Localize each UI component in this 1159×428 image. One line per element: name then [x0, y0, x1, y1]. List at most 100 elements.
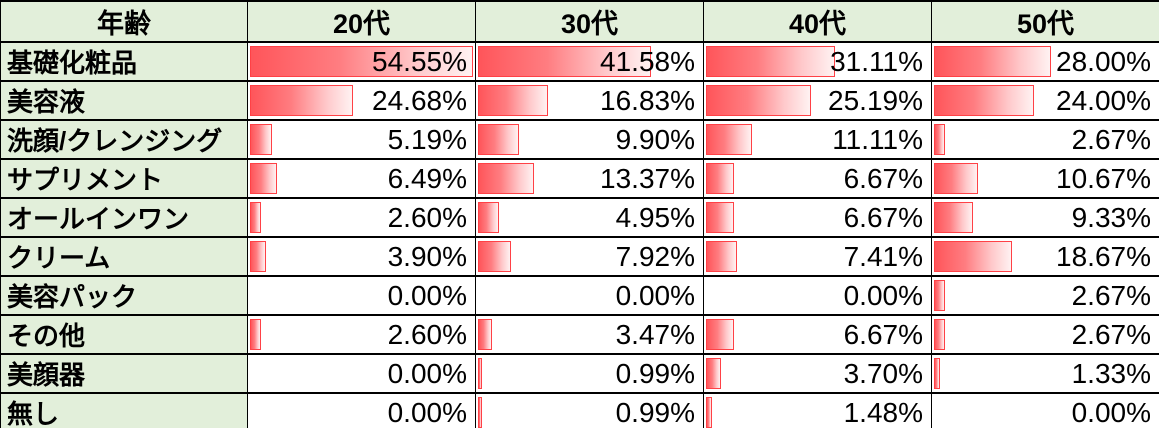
table-row: 無し 0.00% 0.99% 1.48% 0.00%	[0, 392, 1159, 428]
value-cell: 28.00%	[931, 41, 1159, 82]
header-row: 年齢 20代 30代 40代 50代	[0, 0, 1159, 43]
value-cell: 16.83%	[475, 80, 704, 121]
value-text: 25.19%	[828, 84, 923, 116]
data-bar	[478, 241, 511, 272]
value-cell: 6.49%	[247, 158, 476, 199]
data-bar	[250, 319, 261, 350]
data-bar	[934, 241, 1012, 272]
value-cell: 18.67%	[931, 236, 1159, 277]
value-cell: 0.00%	[247, 353, 476, 394]
value-cell: 0.00%	[475, 275, 704, 316]
value-cell: 9.90%	[475, 119, 704, 160]
value-cell: 0.00%	[247, 392, 476, 428]
value-text: 11.11%	[832, 123, 923, 155]
value-text: 2.60%	[387, 201, 467, 233]
value-text: 41.58%	[600, 45, 695, 77]
data-bar	[934, 46, 1051, 77]
value-cell: 2.60%	[247, 197, 476, 238]
value-cell: 6.67%	[703, 197, 932, 238]
row-label: 美容液	[0, 80, 248, 121]
data-bar	[250, 46, 473, 77]
data-bar	[706, 46, 836, 77]
value-text: 16.83%	[600, 84, 695, 116]
data-bar	[478, 46, 652, 77]
data-bar	[478, 397, 483, 428]
value-text: 6.67%	[843, 201, 923, 233]
data-bar	[478, 319, 493, 350]
data-bar	[706, 397, 713, 428]
value-cell: 3.70%	[703, 353, 932, 394]
value-text: 0.00%	[387, 279, 467, 311]
value-text: 54.55%	[372, 45, 467, 77]
value-text: 24.00%	[1056, 84, 1151, 116]
value-cell: 41.58%	[475, 41, 704, 82]
value-text: 1.48%	[843, 396, 923, 428]
value-cell: 2.67%	[931, 275, 1159, 316]
data-bar	[934, 85, 1034, 116]
value-text: 2.67%	[1071, 123, 1151, 155]
value-text: 28.00%	[1056, 45, 1151, 77]
value-cell: 10.67%	[931, 158, 1159, 199]
value-text: 6.49%	[387, 162, 467, 194]
data-bar	[706, 124, 753, 155]
row-label: その他	[0, 314, 248, 355]
value-cell: 25.19%	[703, 80, 932, 121]
value-cell: 13.37%	[475, 158, 704, 199]
value-text: 1.33%	[1071, 357, 1151, 389]
row-label: 洗顔/クレンジング	[0, 119, 248, 160]
value-text: 0.00%	[387, 396, 467, 428]
value-text: 0.00%	[387, 357, 467, 389]
value-cell: 4.95%	[475, 197, 704, 238]
value-text: 7.41%	[843, 240, 923, 272]
value-cell: 6.67%	[703, 158, 932, 199]
table-row: サプリメント 6.49% 13.37% 6.67% 10.67%	[0, 158, 1159, 199]
column-header-30s: 30代	[475, 0, 704, 43]
row-label: サプリメント	[0, 158, 248, 199]
corner-header: 年齢	[0, 0, 248, 43]
value-text: 0.00%	[1071, 396, 1151, 428]
value-text: 6.67%	[843, 318, 923, 350]
value-text: 13.37%	[600, 162, 695, 194]
table-body: 基礎化粧品 54.55% 41.58% 31.11% 28.00% 美容液 24.68% 16…	[0, 41, 1159, 428]
value-text: 2.67%	[1071, 318, 1151, 350]
data-bar	[706, 85, 811, 116]
value-cell: 11.11%	[703, 119, 932, 160]
data-bar	[706, 163, 734, 194]
data-bar	[706, 319, 734, 350]
table-row: 美容パック 0.00% 0.00% 0.00% 2.67%	[0, 275, 1159, 316]
value-cell: 0.00%	[931, 392, 1159, 428]
data-bar	[934, 358, 940, 389]
value-text: 9.90%	[615, 123, 695, 155]
value-text: 4.95%	[615, 201, 695, 233]
value-text: 0.00%	[843, 279, 923, 311]
value-text: 7.92%	[615, 240, 695, 272]
table-row: 美容液 24.68% 16.83% 25.19% 24.00%	[0, 80, 1159, 121]
value-cell: 31.11%	[703, 41, 932, 82]
value-cell: 7.41%	[703, 236, 932, 277]
data-bar	[934, 280, 946, 311]
data-bar	[250, 163, 277, 194]
table-row: その他 2.60% 3.47% 6.67% 2.67%	[0, 314, 1159, 355]
value-text: 31.11%	[830, 45, 923, 77]
table-row: 洗顔/クレンジング 5.19% 9.90% 11.11% 2.67%	[0, 119, 1159, 160]
data-bar	[934, 202, 973, 233]
value-cell: 7.92%	[475, 236, 704, 277]
table-row: 美顔器 0.00% 0.99% 3.70% 1.33%	[0, 353, 1159, 394]
value-cell: 1.33%	[931, 353, 1159, 394]
value-text: 2.67%	[1071, 279, 1151, 311]
value-text: 3.47%	[615, 318, 695, 350]
data-bar	[478, 124, 520, 155]
value-cell: 2.67%	[931, 119, 1159, 160]
value-text: 6.67%	[843, 162, 923, 194]
row-label: オールインワン	[0, 197, 248, 238]
value-text: 0.99%	[615, 396, 695, 428]
row-label: 美容パック	[0, 275, 248, 316]
data-bar	[250, 241, 267, 272]
value-text: 0.99%	[615, 357, 695, 389]
value-cell: 0.00%	[703, 275, 932, 316]
table-row: オールインワン 2.60% 4.95% 6.67% 9.33%	[0, 197, 1159, 238]
value-cell: 6.67%	[703, 314, 932, 355]
value-cell: 0.99%	[475, 392, 704, 428]
value-text: 0.00%	[615, 279, 695, 311]
